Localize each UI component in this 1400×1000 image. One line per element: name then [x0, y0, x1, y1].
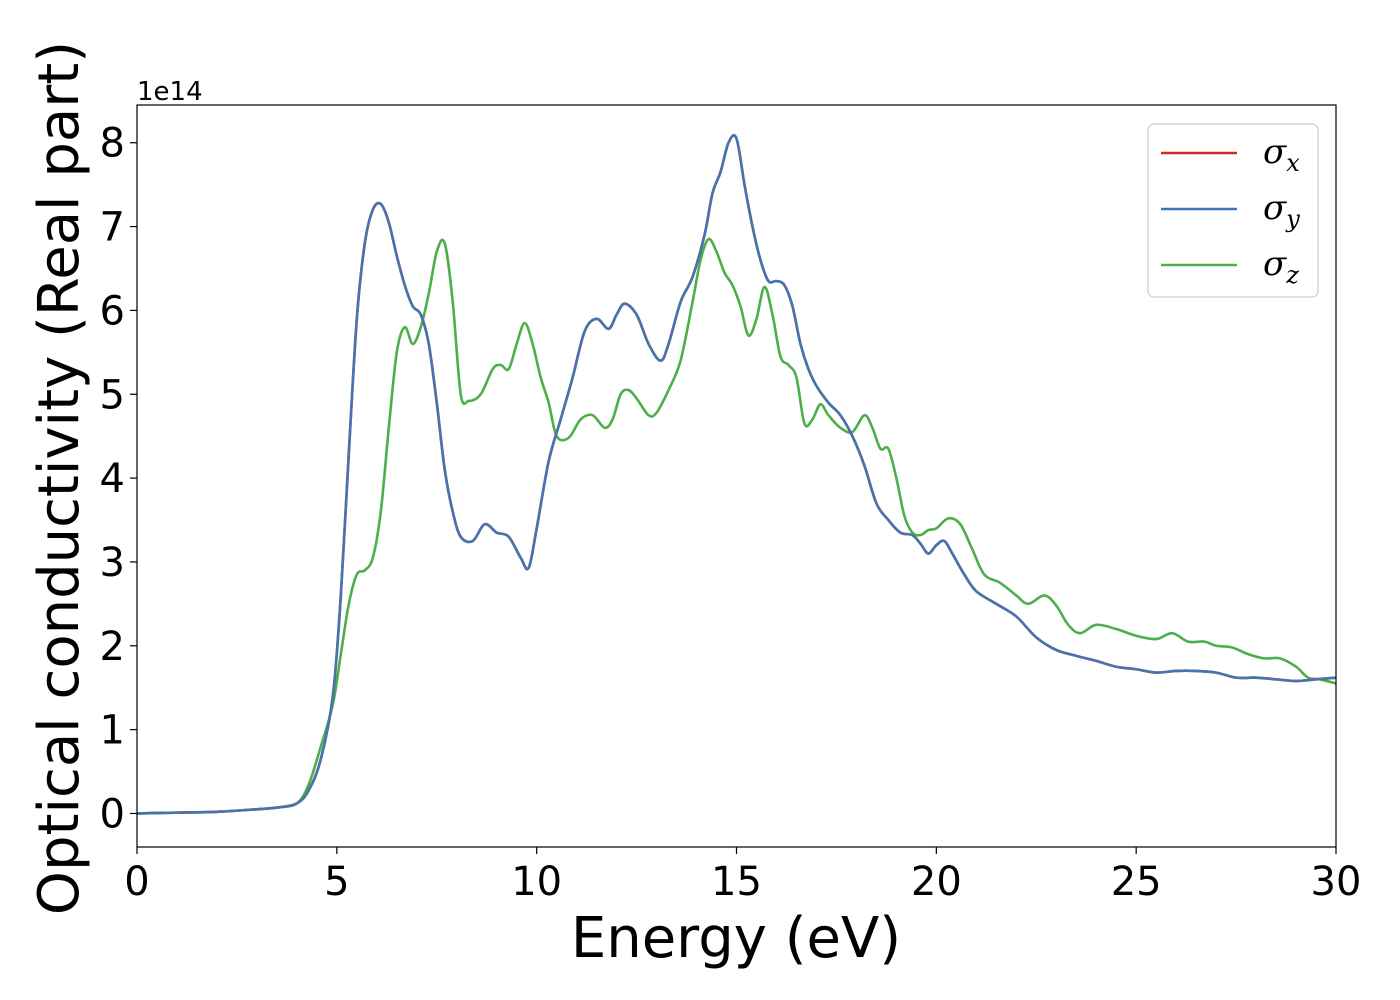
y-tick-label: 3 — [100, 540, 125, 586]
legend-box — [1147, 123, 1319, 298]
y-axis: 0 1 2 3 4 5 6 7 8 — [100, 121, 137, 837]
series-line-y — [137, 134, 1336, 815]
y-tick-label: 2 — [100, 624, 125, 670]
series-line-z — [137, 237, 1336, 815]
x-tick-label: 5 — [324, 859, 349, 905]
x-axis-title: Energy (eV) — [571, 906, 901, 971]
x-axis: 0 5 10 15 20 25 30 — [124, 847, 1361, 905]
y-tick-label: 4 — [100, 456, 125, 502]
y-tick-label: 8 — [100, 121, 125, 167]
y-tick-label: 6 — [100, 288, 125, 334]
x-tick-label: 10 — [511, 859, 562, 905]
y-axis-offset-label: 1e14 — [137, 77, 203, 107]
x-tick-label: 30 — [1311, 859, 1362, 905]
legend-label-z: σz — [1263, 244, 1299, 289]
y-tick-label: 7 — [100, 205, 125, 251]
series-layer — [137, 134, 1336, 815]
legend-label-y: σy — [1263, 188, 1300, 233]
y-tick-label: 1 — [100, 708, 125, 754]
x-tick-label: 25 — [1111, 859, 1162, 905]
x-tick-label: 0 — [124, 859, 149, 905]
y-tick-label: 5 — [100, 372, 125, 418]
x-tick-label: 20 — [911, 859, 962, 905]
y-axis-title: Optical conductivity (Real part) — [27, 41, 92, 915]
y-tick-label: 0 — [100, 791, 125, 837]
legend-label-x: σx — [1263, 132, 1300, 177]
x-tick-label: 15 — [711, 859, 762, 905]
legend: σx σy σz — [1147, 123, 1319, 298]
